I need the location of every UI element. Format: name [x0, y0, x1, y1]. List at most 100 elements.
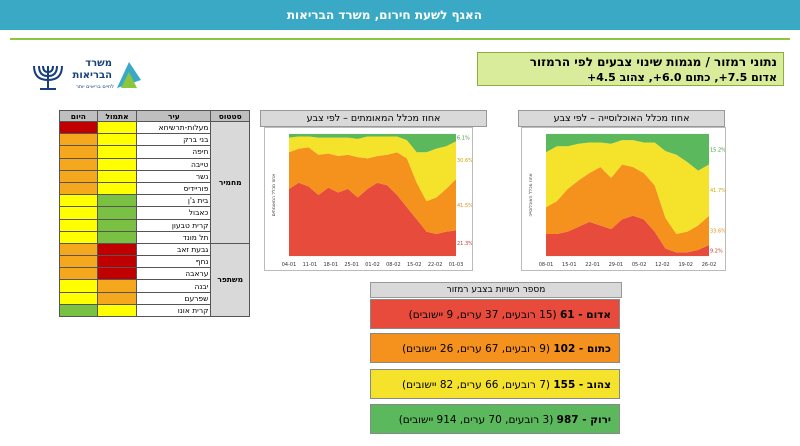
- col-city: עיר: [136, 110, 212, 122]
- summary-box: צהוב - 155 (7 רובעים, 66 ערים, 82 יישובי…: [370, 369, 620, 399]
- today-color-cell: [59, 279, 98, 293]
- end-value-label: 15.2%: [710, 147, 725, 153]
- left-chart-title: אחוז מכלל המאומתים – לפי צבע: [260, 110, 487, 127]
- end-value-label: 33.6%: [710, 228, 725, 234]
- yesterday-color-cell: [96, 255, 138, 269]
- today-color-cell: [59, 206, 98, 220]
- city-cell: נחף: [136, 255, 212, 269]
- table-row: תל מונד: [59, 230, 250, 244]
- status-group-label: מחמיר: [210, 121, 250, 244]
- headline-title: נתוני רמזור / מגמות שינוי צבעים לפי הרמז…: [529, 55, 777, 69]
- end-value-label: 9.2%: [710, 249, 723, 255]
- today-color-cell: [59, 267, 98, 281]
- table-row: יבנה: [59, 279, 250, 293]
- x-tick-label: 15-02: [407, 262, 422, 268]
- yesterday-color-cell: [96, 120, 138, 135]
- summary-detail: (7 רובעים, 66 ערים, 82 יישובים): [402, 379, 554, 391]
- table-row: פוריידיס: [59, 181, 250, 196]
- today-color-cell: [59, 230, 98, 244]
- yesterday-color-cell: [96, 279, 138, 293]
- area-series-1: [546, 164, 709, 253]
- today-color-cell: [59, 194, 98, 208]
- city-cell: יבנה: [136, 279, 212, 293]
- y-axis-label: אחוז מכלל האוכלוסייה: [529, 173, 534, 216]
- area-series-2: [289, 136, 456, 202]
- status-table: סטטוס עיר אתמול היום מחמיר מעלות-תרשיחא בנ…: [59, 110, 250, 318]
- city-cell: בית ג'ן: [136, 194, 212, 208]
- end-value-label: 30.6%: [457, 158, 472, 164]
- today-color-cell: [59, 218, 98, 232]
- area-series-1: [289, 147, 456, 235]
- right-chart-frame: 15.2% 41.7% 33.6% 9.2% 08-01 15-01 22-01 29-01 0…: [521, 127, 726, 271]
- yesterday-color-cell: [96, 218, 138, 232]
- x-tick-label: 01-03: [449, 262, 464, 268]
- area-series-0: [546, 215, 709, 256]
- x-tick-label: 19-02: [678, 262, 693, 268]
- col-status: סטטוס: [210, 110, 250, 122]
- table-row: קרית אונו: [59, 303, 250, 318]
- summary-count: צהוב - 155: [553, 379, 611, 391]
- yesterday-color-cell: [96, 291, 138, 305]
- table-row: בני ברק: [59, 133, 250, 147]
- table-row: נחף: [59, 255, 250, 269]
- table-row: נשר: [59, 169, 250, 183]
- yesterday-color-cell: [96, 206, 138, 220]
- city-cell: טייבה: [136, 157, 212, 171]
- summary-detail: (9 רובעים, 67 ערים, 26 יישובים): [402, 343, 554, 355]
- x-tick-label: 01-02: [365, 262, 380, 268]
- top-banner: האגף לשעת חירום, משרד הבריאות: [0, 0, 800, 30]
- col-yesterday: אתמול: [96, 110, 138, 122]
- end-value-label: 41.5%: [457, 203, 472, 209]
- x-tick-label: 18-01: [323, 262, 338, 268]
- x-tick-label: 08-01: [539, 262, 554, 268]
- today-color-cell: [59, 169, 98, 183]
- summary-detail: (3 רובעים, 70 ערים, 914 יישובים): [398, 414, 557, 426]
- city-cell: חיפה: [136, 145, 212, 159]
- city-cell: עראבה: [136, 267, 212, 281]
- yesterday-color-cell: [96, 303, 138, 318]
- yesterday-color-cell: [96, 169, 138, 183]
- yesterday-color-cell: [96, 145, 138, 159]
- summary-box: כתום - 102 (9 רובעים, 67 ערים, 26 יישובי…: [370, 333, 620, 363]
- logo-name-1: משרד: [85, 58, 112, 69]
- end-value-label: 21.3%: [457, 241, 472, 247]
- summary-box: ירוק - 987 (3 רובעים, 70 ערים, 914 יישוב…: [370, 404, 620, 434]
- yesterday-color-cell: [96, 194, 138, 208]
- left-chart-frame: 6.1% 30.6% 41.5% 21.3% 04-01 11-01 18-01 25-01 0…: [264, 127, 473, 271]
- city-cell: שפרעם: [136, 291, 212, 305]
- end-value-label: 41.7%: [710, 188, 725, 194]
- yesterday-color-cell: [96, 157, 138, 171]
- x-tick-label: 08-02: [386, 262, 401, 268]
- city-cell: נשר: [136, 169, 212, 183]
- status-group-label: משתפר: [210, 242, 250, 318]
- city-cell: כאבול: [136, 206, 212, 220]
- logo-name-2: הבריאות: [72, 70, 112, 81]
- summary-count: כתום - 102: [553, 343, 611, 355]
- summary-count: אדום - 61: [559, 309, 611, 321]
- summary-box: אדום - 61 (15 רובעים, 37 ערים, 9 יישובים…: [370, 299, 620, 329]
- yesterday-color-cell: [96, 181, 138, 196]
- yesterday-color-cell: [96, 230, 138, 244]
- yesterday-color-cell: [96, 267, 138, 281]
- today-color-cell: [59, 120, 98, 135]
- area-series-2: [546, 140, 709, 235]
- today-color-cell: [59, 145, 98, 159]
- city-cell: מעלות-תרשיחא: [136, 120, 212, 135]
- x-tick-label: 05-02: [632, 262, 647, 268]
- today-color-cell: [59, 181, 98, 196]
- summary-detail: (15 רובעים, 37 ערים, 9 יישובים): [408, 309, 560, 321]
- table-row: שפרעם: [59, 291, 250, 305]
- right-chart-title: אחוז מכלל האוכלוסייה – לפי צבע: [518, 110, 725, 127]
- city-cell: פוריידיס: [136, 181, 212, 196]
- x-tick-label: 11-01: [303, 262, 318, 268]
- x-tick-label: 29-01: [609, 262, 624, 268]
- x-tick-label: 15-01: [562, 262, 577, 268]
- end-value-label: 6.1%: [457, 136, 470, 142]
- divider-line: [10, 38, 790, 40]
- x-tick-label: 26-02: [702, 262, 717, 268]
- today-color-cell: [59, 242, 98, 257]
- headline-box: נתוני רמזור / מגמות שינוי צבעים לפי הרמז…: [477, 52, 784, 86]
- city-cell: גבעת זאב: [136, 242, 212, 257]
- today-color-cell: [59, 157, 98, 171]
- headline-thresholds: אדום 7.5+, כתום 6.0+, צהוב 4.5+: [587, 71, 777, 84]
